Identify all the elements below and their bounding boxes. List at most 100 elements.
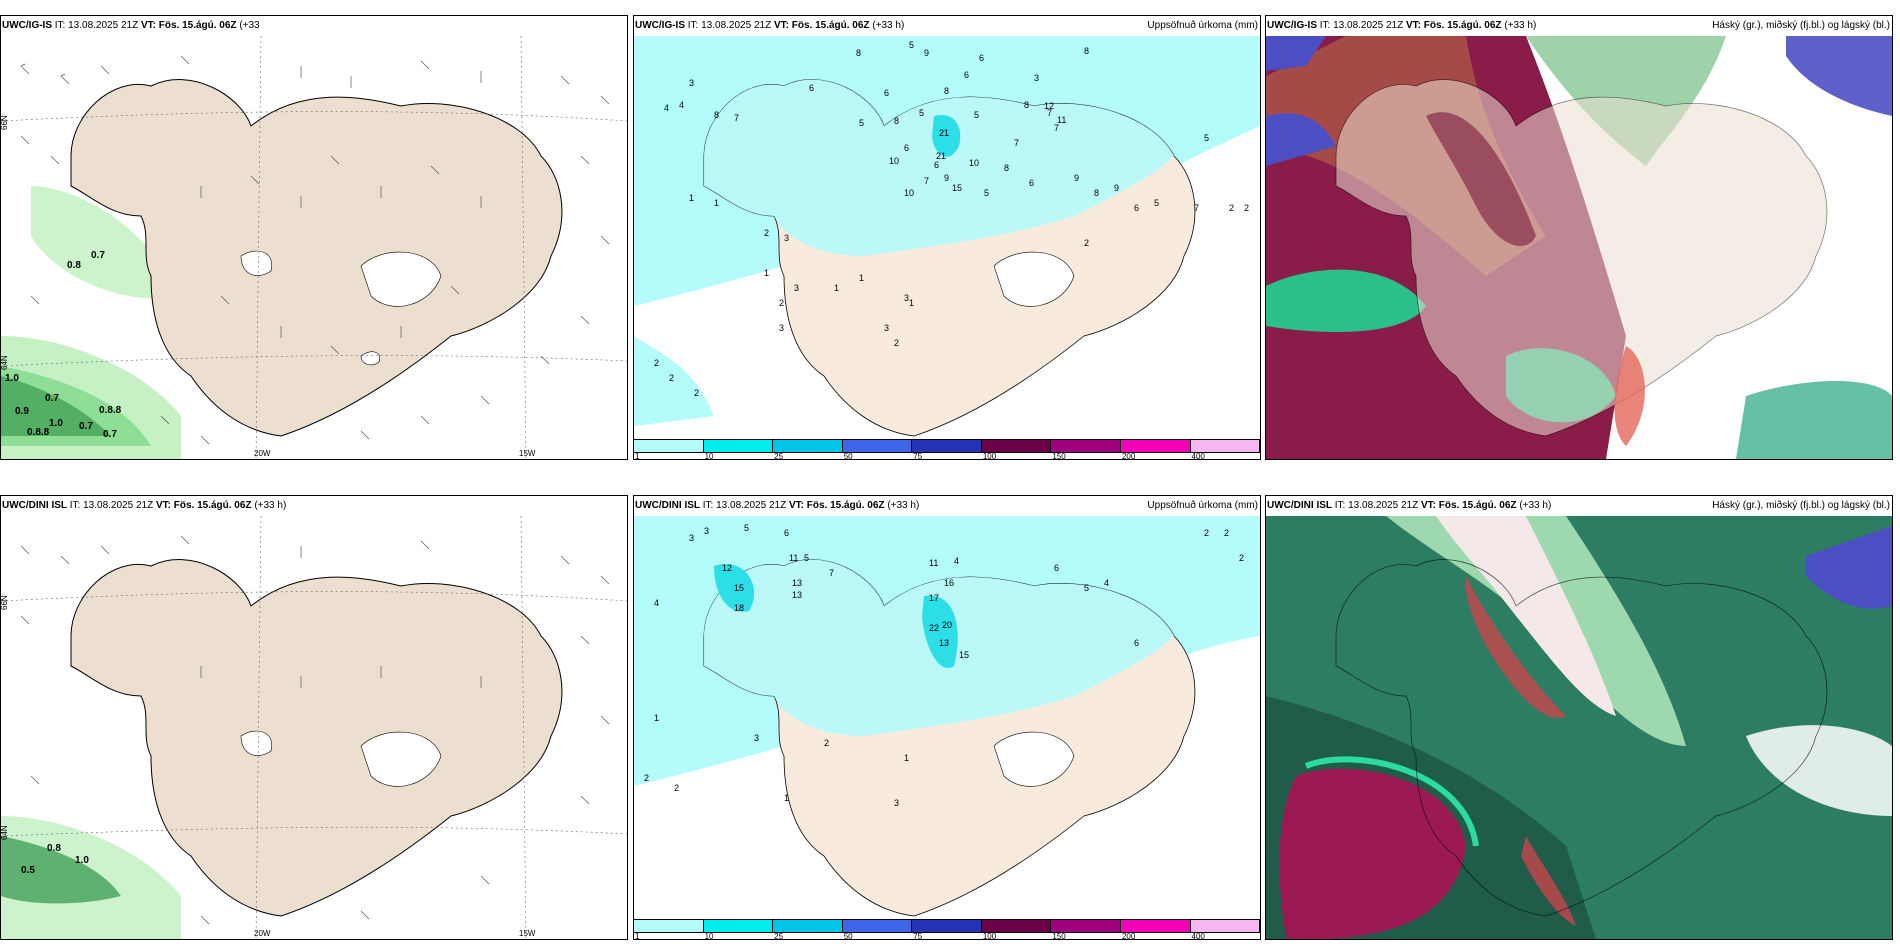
colorbar-cell: 400 — [1190, 919, 1260, 939]
wind-value: 0.8.8 — [99, 405, 122, 416]
svg-text:7: 7 — [924, 176, 929, 186]
svg-text:6: 6 — [934, 160, 939, 170]
panel-variable-label: Háský (gr.), miðský (fj.bl.) og lágský (… — [1712, 496, 1890, 516]
colorbar-cell: 25 — [773, 439, 843, 459]
svg-text:4: 4 — [1104, 578, 1109, 588]
panel-title: UWC/DINI ISL IT: 13.08.2025 21Z VT: Fös.… — [1, 496, 627, 516]
svg-text:17: 17 — [929, 593, 939, 603]
svg-text:8: 8 — [856, 48, 861, 58]
cloud-map-svg — [1266, 36, 1892, 459]
svg-text:8: 8 — [1094, 188, 1099, 198]
svg-text:6: 6 — [884, 88, 889, 98]
svg-text:6: 6 — [784, 528, 789, 538]
svg-text:13: 13 — [792, 590, 802, 600]
svg-text:7: 7 — [829, 568, 834, 578]
svg-text:1: 1 — [689, 193, 694, 203]
svg-text:6: 6 — [1054, 563, 1059, 573]
svg-text:3: 3 — [894, 798, 899, 808]
svg-text:2: 2 — [654, 358, 659, 368]
wind-value: 0.9 — [15, 406, 29, 417]
svg-text:11: 11 — [789, 553, 798, 563]
svg-text:9: 9 — [924, 48, 929, 58]
lat-label: 64N — [1, 825, 9, 840]
wind-value: 0.8 — [67, 260, 81, 271]
svg-text:1: 1 — [834, 283, 839, 293]
lon-label: 20W — [254, 929, 271, 938]
svg-text:6: 6 — [809, 83, 814, 93]
wind-value: 0.8.8 — [27, 427, 50, 438]
svg-text:11: 11 — [1057, 115, 1066, 125]
wind-map-svg: 0.8 1.0 0.5 66N 64N 20W 15W — [1, 516, 627, 939]
panel-title: UWC/IG-IS IT: 13.08.2025 21Z VT: Fös. 15… — [1, 16, 627, 36]
svg-text:3: 3 — [704, 526, 709, 536]
colorbar-cell: 75 — [912, 439, 982, 459]
svg-text:21: 21 — [936, 151, 946, 161]
lat-label: 64N — [1, 355, 9, 370]
svg-text:6: 6 — [964, 70, 969, 80]
panel-variable-label: Uppsöfnuð úrkoma (mm) — [1147, 16, 1258, 36]
svg-text:6: 6 — [979, 53, 984, 63]
svg-text:8: 8 — [894, 116, 899, 126]
svg-text:8: 8 — [714, 110, 719, 120]
cloud-map-bottom: UWC/DINI ISL IT: 13.08.2025 21Z VT: Fös.… — [1265, 495, 1893, 940]
wind-value: 0.7 — [79, 421, 93, 432]
svg-text:3: 3 — [779, 323, 784, 333]
lat-label: 66N — [1, 595, 9, 610]
svg-text:1: 1 — [654, 713, 659, 723]
colorbar-cell: 75 — [912, 919, 982, 939]
svg-text:21: 21 — [939, 128, 949, 138]
svg-text:8: 8 — [1084, 46, 1089, 56]
colorbar-cell: 50 — [842, 919, 913, 939]
colorbar-cell: 10 — [703, 919, 774, 939]
svg-text:13: 13 — [792, 578, 802, 588]
svg-text:6: 6 — [1134, 203, 1139, 213]
svg-text:2: 2 — [779, 298, 784, 308]
precip-map-bottom: UWC/DINI ISL IT: 13.08.2025 21Z VT: Fös.… — [633, 495, 1261, 940]
svg-text:8: 8 — [1024, 100, 1029, 110]
svg-text:2: 2 — [669, 373, 674, 383]
svg-text:2: 2 — [894, 338, 899, 348]
svg-text:5: 5 — [744, 523, 749, 533]
wind-map-svg: 0.8 0.7 0.7 0.9 1.0 0.7 0.8.8 0.7 0.8.8 … — [1, 36, 627, 459]
svg-text:9: 9 — [944, 173, 949, 183]
svg-text:2: 2 — [1204, 528, 1209, 538]
lon-label: 20W — [254, 449, 271, 458]
svg-text:1: 1 — [714, 198, 719, 208]
svg-text:22: 22 — [929, 623, 939, 633]
svg-text:3: 3 — [1034, 73, 1039, 83]
cloud-map-canvas — [1266, 36, 1892, 459]
svg-text:2: 2 — [824, 738, 829, 748]
svg-text:5: 5 — [909, 40, 914, 50]
svg-text:1: 1 — [764, 268, 769, 278]
svg-text:5: 5 — [1204, 133, 1209, 143]
wind-value: 0.5 — [21, 865, 35, 876]
wind-value: 0.7 — [103, 429, 117, 440]
svg-text:16: 16 — [944, 578, 954, 588]
svg-text:2: 2 — [674, 783, 679, 793]
svg-text:18: 18 — [734, 603, 744, 613]
colorbar-cell: 1 — [634, 919, 704, 939]
svg-text:11: 11 — [929, 558, 938, 568]
wind-map-canvas: 0.8 1.0 0.5 66N 64N 20W 15W — [1, 516, 627, 939]
wind-value: 1.0 — [5, 373, 19, 384]
svg-text:3: 3 — [794, 283, 799, 293]
colorbar-cell: 400 — [1190, 439, 1260, 459]
svg-text:6: 6 — [1029, 178, 1034, 188]
precip-colorbar: 1 10 25 50 75 100 150 200 400 — [634, 919, 1260, 939]
svg-text:7: 7 — [734, 113, 739, 123]
svg-text:7: 7 — [1014, 138, 1019, 148]
svg-text:3: 3 — [689, 78, 694, 88]
precip-map-top: UWC/IG-IS IT: 13.08.2025 21Z VT: Fös. 15… — [633, 15, 1261, 460]
svg-text:3: 3 — [784, 233, 789, 243]
wind-map-top: UWC/IG-IS IT: 13.08.2025 21Z VT: Fös. 15… — [0, 15, 628, 460]
svg-text:1: 1 — [784, 793, 789, 803]
svg-text:7: 7 — [1194, 203, 1199, 213]
cloud-map-top: UWC/IG-IS IT: 13.08.2025 21Z VT: Fös. 15… — [1265, 15, 1893, 460]
svg-text:5: 5 — [804, 553, 809, 563]
svg-text:4: 4 — [664, 103, 669, 113]
